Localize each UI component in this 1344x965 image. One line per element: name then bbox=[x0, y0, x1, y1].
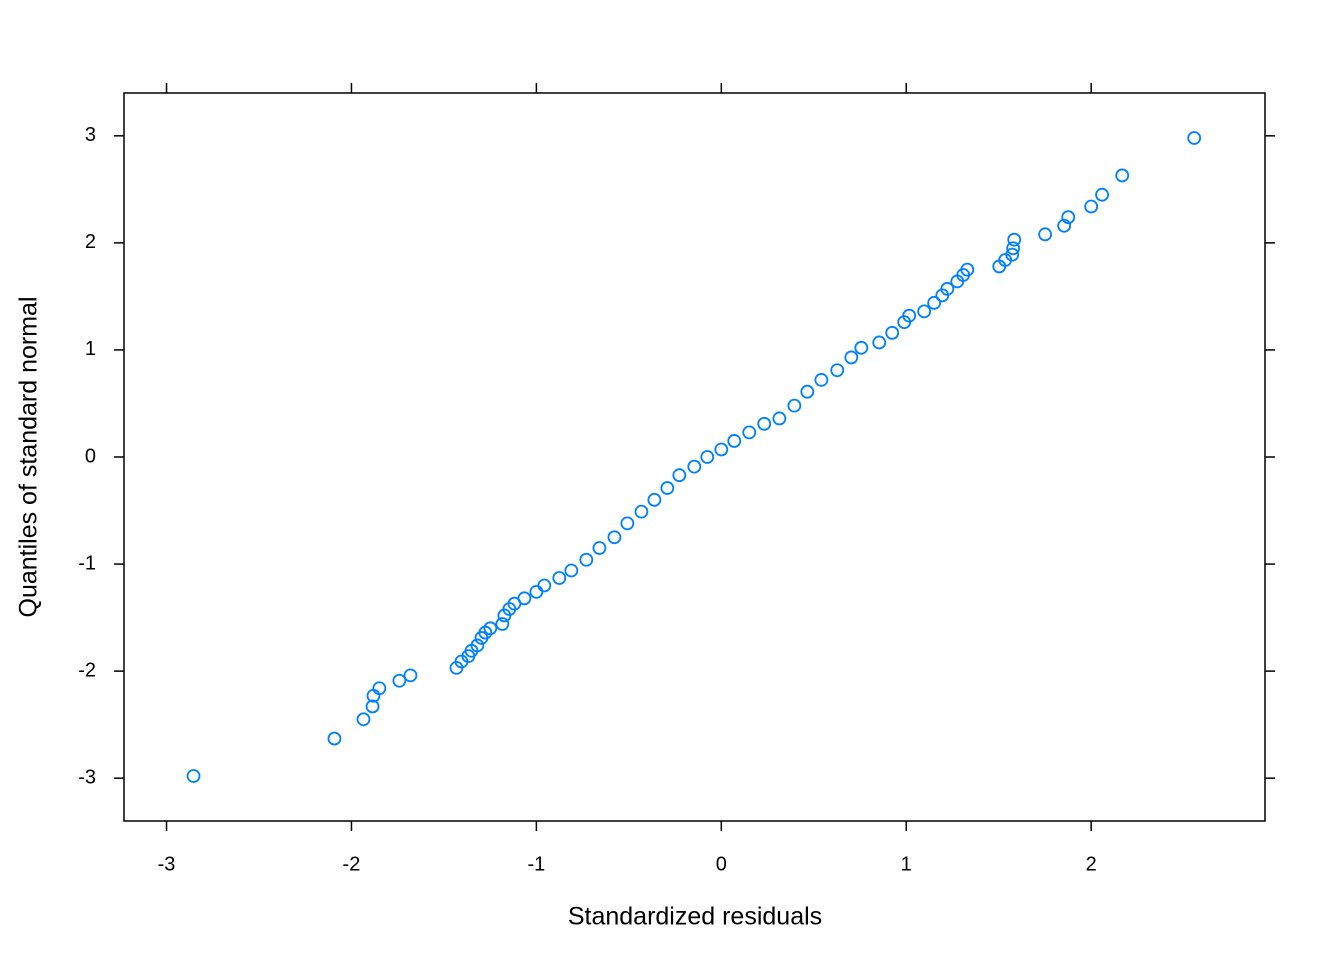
point bbox=[356, 712, 371, 727]
point bbox=[872, 335, 887, 350]
x-tick-label: -3 bbox=[158, 853, 176, 875]
point bbox=[1187, 131, 1202, 145]
point bbox=[757, 416, 772, 431]
point bbox=[814, 373, 829, 387]
point bbox=[579, 552, 594, 567]
point bbox=[564, 563, 579, 578]
point bbox=[927, 295, 942, 310]
y-tick-label: 1 bbox=[85, 338, 96, 360]
point bbox=[392, 673, 407, 688]
point bbox=[647, 492, 662, 507]
x-axis-label: Standardized residuals bbox=[568, 903, 822, 931]
point bbox=[660, 481, 675, 495]
y-tick-label: 3 bbox=[85, 124, 96, 146]
point bbox=[830, 363, 845, 378]
y-tick-label: -1 bbox=[78, 552, 96, 574]
point bbox=[787, 398, 802, 413]
point bbox=[672, 468, 687, 483]
point bbox=[1095, 187, 1109, 202]
point bbox=[634, 504, 649, 519]
point bbox=[483, 621, 498, 636]
point bbox=[1061, 210, 1076, 225]
point bbox=[470, 638, 485, 653]
point bbox=[552, 571, 567, 585]
y-tick-label: -3 bbox=[78, 766, 96, 788]
point bbox=[1038, 227, 1053, 242]
point bbox=[620, 516, 635, 531]
point bbox=[1115, 168, 1130, 183]
x-tick-label: -2 bbox=[343, 853, 361, 875]
x-tick-label: -1 bbox=[527, 853, 545, 875]
point bbox=[800, 384, 815, 399]
point bbox=[714, 442, 729, 457]
point bbox=[1084, 199, 1099, 214]
x-tick-label: 0 bbox=[716, 853, 727, 875]
point bbox=[1005, 247, 1020, 262]
point bbox=[372, 681, 387, 696]
point bbox=[365, 699, 380, 714]
point bbox=[592, 541, 607, 555]
point bbox=[1006, 241, 1021, 256]
point bbox=[742, 425, 757, 440]
point bbox=[960, 262, 975, 277]
point bbox=[727, 434, 742, 448]
y-tick-label: 2 bbox=[85, 231, 96, 253]
point bbox=[403, 668, 418, 683]
point bbox=[495, 617, 510, 631]
y-tick-label: 0 bbox=[85, 445, 96, 467]
y-axis-label: Quantiles of standard normal bbox=[15, 296, 43, 617]
point bbox=[327, 731, 342, 746]
y-tick-label: -2 bbox=[78, 659, 96, 681]
point bbox=[537, 578, 552, 593]
point bbox=[902, 308, 917, 323]
plot-frame bbox=[123, 92, 1266, 822]
point bbox=[529, 584, 544, 599]
point bbox=[517, 591, 532, 606]
point bbox=[1007, 232, 1022, 247]
point bbox=[854, 340, 869, 355]
point bbox=[1057, 218, 1072, 233]
point bbox=[885, 325, 900, 340]
point bbox=[687, 459, 702, 474]
point bbox=[607, 530, 622, 545]
x-tick-label: 1 bbox=[901, 853, 912, 875]
point bbox=[186, 769, 201, 783]
point bbox=[917, 304, 932, 319]
point bbox=[700, 450, 715, 464]
point bbox=[844, 350, 859, 365]
x-tick-label: 2 bbox=[1086, 853, 1097, 875]
point bbox=[940, 282, 955, 296]
point bbox=[772, 411, 787, 426]
